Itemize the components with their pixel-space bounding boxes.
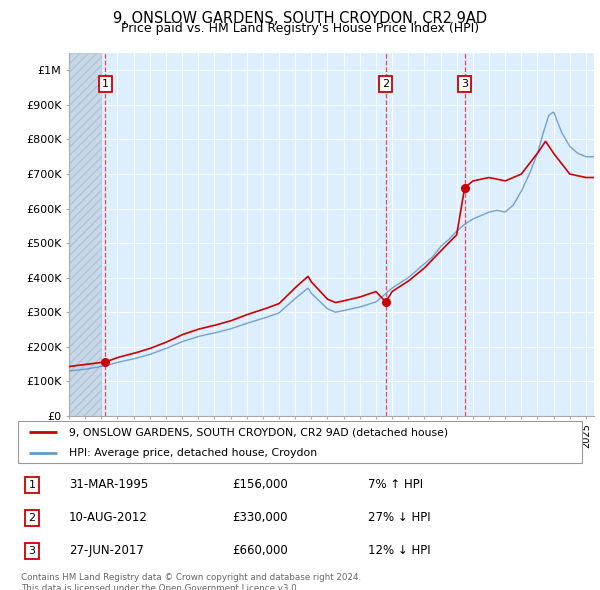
Text: Contains HM Land Registry data © Crown copyright and database right 2024.
This d: Contains HM Land Registry data © Crown c… — [21, 573, 361, 590]
Text: HPI: Average price, detached house, Croydon: HPI: Average price, detached house, Croy… — [69, 448, 317, 458]
Bar — [69, 53, 101, 416]
Text: 9, ONSLOW GARDENS, SOUTH CROYDON, CR2 9AD: 9, ONSLOW GARDENS, SOUTH CROYDON, CR2 9A… — [113, 11, 487, 25]
Text: £660,000: £660,000 — [232, 544, 288, 558]
Text: 27-JUN-2017: 27-JUN-2017 — [69, 544, 143, 558]
Text: 7% ↑ HPI: 7% ↑ HPI — [368, 478, 423, 491]
Text: 1: 1 — [29, 480, 35, 490]
Text: 2: 2 — [382, 79, 389, 89]
Text: £156,000: £156,000 — [232, 478, 288, 491]
Text: 3: 3 — [461, 79, 468, 89]
Text: £330,000: £330,000 — [232, 511, 288, 525]
Text: 31-MAR-1995: 31-MAR-1995 — [69, 478, 148, 491]
Text: 12% ↓ HPI: 12% ↓ HPI — [368, 544, 430, 558]
Text: 27% ↓ HPI: 27% ↓ HPI — [368, 511, 430, 525]
Text: 10-AUG-2012: 10-AUG-2012 — [69, 511, 148, 525]
Text: 1: 1 — [102, 79, 109, 89]
Text: 3: 3 — [29, 546, 35, 556]
Text: 9, ONSLOW GARDENS, SOUTH CROYDON, CR2 9AD (detached house): 9, ONSLOW GARDENS, SOUTH CROYDON, CR2 9A… — [69, 427, 448, 437]
Text: 2: 2 — [29, 513, 35, 523]
Text: Price paid vs. HM Land Registry's House Price Index (HPI): Price paid vs. HM Land Registry's House … — [121, 22, 479, 35]
